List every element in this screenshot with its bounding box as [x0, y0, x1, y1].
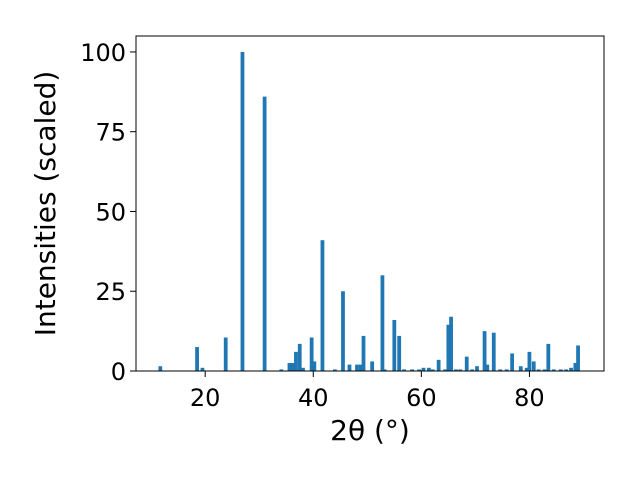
y-axis-label: Intensities (scaled)	[29, 71, 62, 337]
bar	[421, 367, 426, 371]
x-tick-label: 20	[190, 384, 221, 412]
bar	[524, 367, 529, 371]
bar	[287, 363, 292, 371]
bar	[475, 366, 479, 371]
bar	[446, 324, 451, 371]
bar	[551, 369, 556, 371]
bar	[573, 363, 578, 371]
bar	[158, 366, 163, 371]
y-tick-label: 0	[111, 358, 126, 386]
bar	[341, 291, 345, 371]
bar	[436, 359, 441, 371]
x-tick-label: 40	[298, 384, 329, 412]
y-tick-label: 100	[80, 39, 126, 67]
y-axis-ticks: 0 25 50 75 100	[80, 39, 136, 386]
bar	[309, 337, 314, 371]
y-tick-label: 50	[95, 198, 126, 226]
bar	[564, 369, 569, 371]
bar	[536, 369, 541, 371]
bar	[558, 369, 563, 371]
bar	[355, 364, 359, 371]
bar	[464, 356, 469, 371]
bar	[491, 332, 496, 371]
bars-group	[158, 51, 580, 371]
bar	[576, 345, 580, 371]
bar	[332, 369, 337, 371]
x-tick-label: 60	[406, 384, 437, 412]
bar	[449, 316, 453, 371]
bar	[542, 369, 547, 371]
bar	[569, 367, 573, 371]
bar	[380, 275, 385, 371]
bar	[402, 369, 406, 371]
bar	[361, 335, 366, 371]
bar	[458, 369, 463, 371]
bar	[301, 367, 305, 371]
bar	[454, 369, 458, 371]
bar	[370, 361, 375, 371]
bar	[240, 51, 245, 371]
x-axis-label: 2θ (°)	[330, 414, 410, 447]
bar	[527, 351, 532, 371]
bar	[470, 369, 475, 371]
bar	[546, 343, 551, 371]
bar	[200, 367, 205, 371]
bar	[290, 363, 295, 371]
bar	[504, 369, 509, 371]
bar	[279, 369, 284, 371]
bar	[417, 369, 422, 371]
bar	[443, 369, 448, 371]
bar	[510, 353, 515, 371]
axes-frame	[135, 35, 605, 372]
bar	[518, 366, 523, 371]
bar	[482, 331, 487, 371]
bar	[347, 364, 352, 371]
y-tick-label: 75	[95, 119, 126, 147]
bar	[410, 369, 415, 371]
y-tick-label: 25	[95, 278, 126, 306]
bar	[262, 96, 267, 371]
bar	[427, 367, 431, 371]
bar	[223, 337, 228, 371]
bar	[498, 369, 503, 371]
bar	[382, 369, 387, 371]
bar	[397, 335, 402, 371]
bar	[430, 369, 435, 371]
bar	[312, 361, 317, 371]
bar	[294, 351, 298, 371]
bar	[358, 364, 363, 371]
bar	[320, 240, 325, 371]
bar	[531, 361, 536, 371]
bar	[195, 347, 199, 371]
bar	[297, 343, 302, 371]
bar	[485, 364, 490, 371]
bar	[392, 319, 397, 371]
x-axis-ticks: 20 40 60 80	[190, 371, 545, 412]
x-tick-label: 80	[514, 384, 545, 412]
